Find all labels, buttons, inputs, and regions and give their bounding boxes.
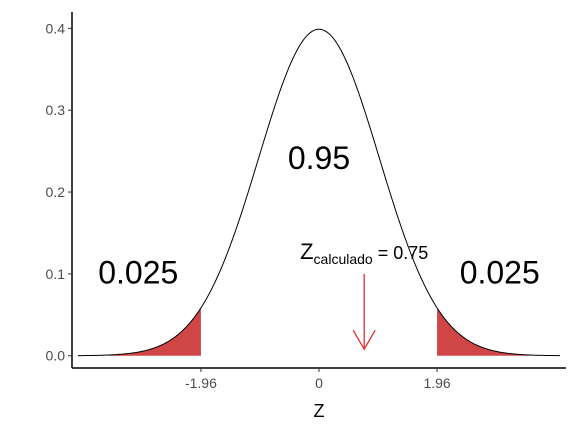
- y-tick-label: 0.3: [46, 102, 66, 118]
- x-tick-label: 0: [315, 375, 323, 391]
- tail-regions: [108, 307, 530, 356]
- y-tick-label: 0.1: [46, 266, 66, 282]
- left-tail-region: [108, 307, 201, 356]
- x-tick-label: 1.96: [423, 375, 450, 391]
- right-tail-label: 0.025: [460, 255, 540, 291]
- z-calculated-value: = 0.75: [373, 243, 429, 263]
- y-tick-label: 0.2: [46, 184, 66, 200]
- x-ticks: -1.96 0 1.96: [185, 368, 451, 391]
- y-ticks: 0.0 0.1 0.2 0.3 0.4: [46, 20, 72, 364]
- z-calculated-arrow: [352, 273, 376, 351]
- y-tick-label: 0.0: [46, 348, 66, 364]
- x-tick-label: -1.96: [185, 375, 217, 391]
- normal-curve: [78, 28, 560, 357]
- y-tick-label: 0.4: [46, 20, 66, 36]
- left-tail-label: 0.025: [98, 255, 178, 291]
- z-calculated-label: Zcalculado = 0.75: [300, 239, 428, 267]
- x-axis-title: Z: [314, 401, 325, 421]
- center-area-label: 0.95: [288, 140, 350, 176]
- arrow-head: [352, 329, 376, 351]
- z-calculated-subscript: calculado: [314, 251, 373, 267]
- z-calculated-main: Z: [300, 239, 313, 264]
- right-tail-region: [437, 307, 530, 356]
